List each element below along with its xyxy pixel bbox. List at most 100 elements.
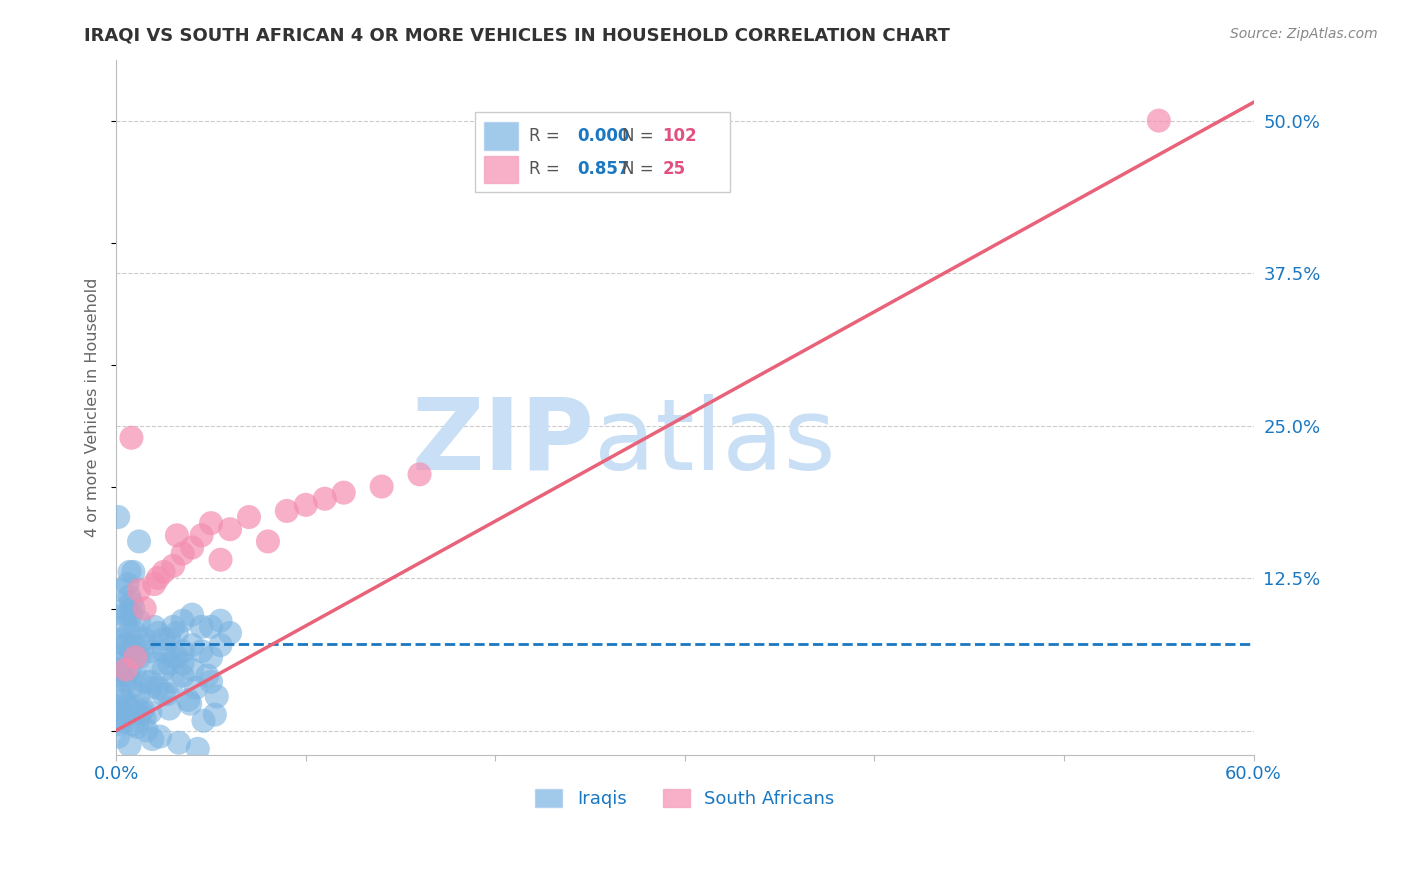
- Point: [134, 674, 156, 689]
- Point: [276, 504, 298, 518]
- Point: [190, 528, 212, 542]
- Point: [120, 431, 142, 445]
- Point: [118, 663, 141, 677]
- Point: [295, 498, 318, 512]
- Point: [134, 711, 156, 725]
- Point: [127, 720, 149, 734]
- Point: [177, 693, 200, 707]
- Text: N =: N =: [623, 127, 654, 145]
- Text: Source: ZipAtlas.com: Source: ZipAtlas.com: [1230, 27, 1378, 41]
- Point: [128, 650, 150, 665]
- Point: [166, 650, 188, 665]
- Point: [107, 730, 129, 744]
- Text: R =: R =: [529, 127, 560, 145]
- Point: [111, 583, 134, 598]
- Point: [112, 714, 135, 729]
- Point: [200, 516, 222, 530]
- Point: [124, 663, 146, 677]
- Point: [370, 479, 392, 493]
- Point: [139, 674, 162, 689]
- Point: [112, 657, 135, 671]
- Point: [157, 657, 180, 671]
- Point: [190, 620, 212, 634]
- Point: [181, 607, 204, 622]
- Point: [118, 738, 141, 752]
- FancyBboxPatch shape: [484, 122, 517, 150]
- Point: [156, 687, 179, 701]
- Point: [122, 565, 145, 579]
- Point: [118, 590, 141, 604]
- Point: [149, 730, 172, 744]
- Point: [181, 663, 204, 677]
- Point: [120, 595, 142, 609]
- Point: [135, 723, 157, 738]
- Point: [114, 638, 136, 652]
- Point: [107, 663, 129, 677]
- Point: [112, 607, 135, 622]
- Point: [120, 607, 142, 622]
- Point: [166, 528, 188, 542]
- Point: [117, 699, 139, 714]
- Point: [152, 565, 174, 579]
- Point: [332, 485, 354, 500]
- Point: [108, 663, 131, 677]
- Text: 25: 25: [662, 161, 685, 178]
- Point: [117, 607, 139, 622]
- Point: [146, 681, 169, 695]
- Point: [108, 717, 131, 731]
- Point: [219, 522, 242, 536]
- Point: [1147, 113, 1170, 128]
- Point: [408, 467, 430, 482]
- Point: [238, 510, 260, 524]
- Point: [120, 681, 142, 695]
- Point: [112, 693, 135, 707]
- Point: [139, 705, 162, 719]
- Point: [209, 614, 232, 628]
- Point: [172, 614, 194, 628]
- Text: N =: N =: [623, 161, 654, 178]
- Point: [118, 626, 141, 640]
- Point: [162, 620, 184, 634]
- Point: [157, 701, 180, 715]
- Text: ZIP: ZIP: [411, 393, 593, 491]
- Point: [139, 644, 162, 658]
- Point: [146, 571, 169, 585]
- Point: [122, 638, 145, 652]
- Point: [134, 601, 156, 615]
- Legend: Iraqis, South Africans: Iraqis, South Africans: [529, 781, 842, 815]
- Point: [124, 699, 146, 714]
- Point: [166, 626, 188, 640]
- Point: [162, 558, 184, 573]
- Text: atlas: atlas: [593, 393, 835, 491]
- Point: [124, 650, 146, 665]
- Point: [128, 534, 150, 549]
- Point: [152, 663, 174, 677]
- Point: [172, 657, 194, 671]
- Point: [200, 650, 222, 665]
- Point: [107, 699, 129, 714]
- Point: [152, 632, 174, 646]
- Y-axis label: 4 or more Vehicles in Household: 4 or more Vehicles in Household: [86, 277, 100, 537]
- Point: [114, 638, 136, 652]
- Point: [162, 674, 184, 689]
- Point: [111, 632, 134, 646]
- Point: [107, 510, 129, 524]
- Point: [152, 644, 174, 658]
- Point: [132, 703, 155, 717]
- Point: [124, 650, 146, 665]
- Point: [114, 663, 136, 677]
- Point: [124, 626, 146, 640]
- Point: [139, 681, 162, 695]
- Point: [128, 687, 150, 701]
- Point: [209, 553, 232, 567]
- Point: [122, 717, 145, 731]
- Point: [108, 650, 131, 665]
- FancyBboxPatch shape: [475, 112, 731, 192]
- Point: [200, 620, 222, 634]
- Point: [143, 620, 166, 634]
- Point: [314, 491, 336, 506]
- Point: [200, 674, 222, 689]
- Point: [152, 687, 174, 701]
- Point: [172, 547, 194, 561]
- Point: [134, 632, 156, 646]
